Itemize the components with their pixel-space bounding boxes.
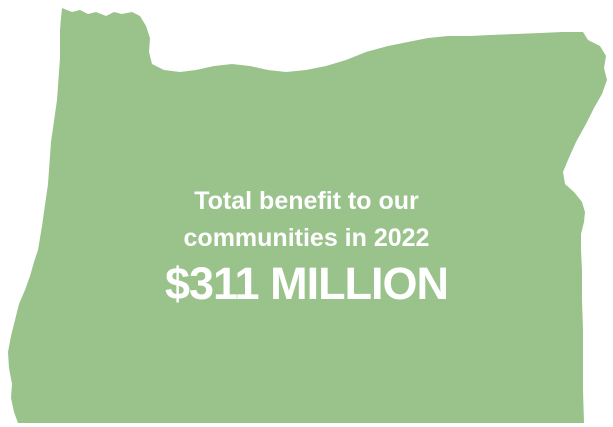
caption-line-2: communities in 2022: [183, 224, 430, 252]
benefit-amount: $311 MILLION: [164, 258, 449, 309]
caption-line-1: Total benefit to our: [194, 187, 419, 215]
oregon-shape: [8, 8, 607, 423]
